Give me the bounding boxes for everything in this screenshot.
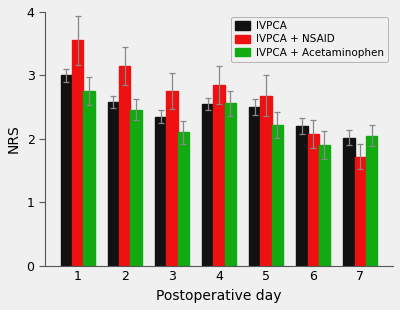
Bar xyxy=(61,75,72,266)
Bar xyxy=(178,132,189,266)
Bar xyxy=(249,107,260,266)
Y-axis label: NRS: NRS xyxy=(7,124,21,153)
Bar xyxy=(260,96,272,266)
Bar xyxy=(108,102,119,266)
Bar xyxy=(72,41,83,266)
Bar xyxy=(166,91,178,266)
Bar xyxy=(366,135,377,266)
Bar xyxy=(202,104,213,266)
Bar xyxy=(213,85,225,266)
Bar xyxy=(83,91,95,266)
Bar xyxy=(296,126,308,266)
Bar xyxy=(343,138,355,266)
X-axis label: Postoperative day: Postoperative day xyxy=(156,289,282,303)
Bar xyxy=(225,103,236,266)
Bar xyxy=(319,145,330,266)
Bar xyxy=(155,117,166,266)
Bar xyxy=(272,125,283,266)
Bar xyxy=(119,66,130,266)
Bar xyxy=(355,157,366,266)
Bar xyxy=(130,110,142,266)
Legend: IVPCA, IVPCA + NSAID, IVPCA + Acetaminophen: IVPCA, IVPCA + NSAID, IVPCA + Acetaminop… xyxy=(231,17,388,62)
Bar xyxy=(308,134,319,266)
